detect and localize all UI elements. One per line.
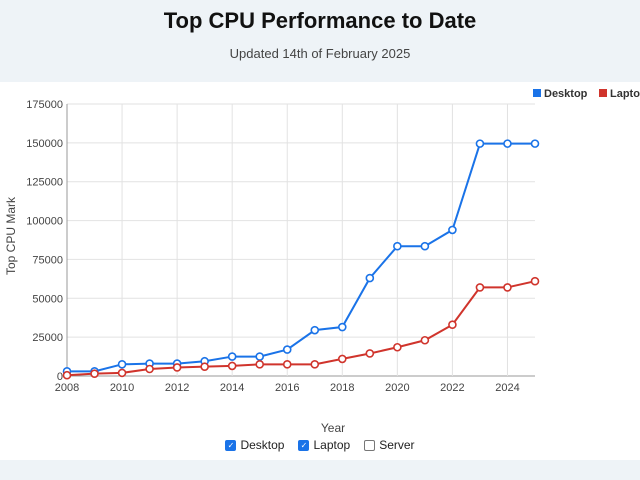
x-tick-label: 2010 [110, 382, 134, 394]
y-tick-label: 125000 [26, 177, 63, 189]
laptop-series-line [66, 280, 536, 377]
x-tick-label: 2016 [275, 382, 299, 394]
desktop-data-point[interactable] [282, 345, 292, 354]
y-tick-label: 75000 [32, 254, 63, 266]
desktop-data-point[interactable] [530, 139, 540, 148]
desktop-data-point[interactable] [503, 139, 512, 148]
page-title: Top CPU Performance to Date [163, 8, 477, 33]
desktop-data-point[interactable] [337, 322, 347, 332]
chart-legend[interactable]: Desktop Laptop [533, 88, 640, 100]
y-tick-label: 175000 [26, 99, 63, 111]
laptop-data-point[interactable] [393, 342, 402, 352]
x-axis-ticks: 2008 2010 2012 2014 2016 2018 2020 2022 2024 [55, 382, 520, 394]
y-tick-label: 50000 [32, 293, 63, 305]
laptop-data-point[interactable] [90, 369, 99, 378]
desktop-data-point[interactable] [227, 352, 237, 361]
y-tick-label: 100000 [26, 216, 63, 228]
desktop-data-point[interactable] [255, 352, 265, 361]
filter-desktop-label: Desktop [240, 438, 285, 452]
x-tick-label: 2022 [440, 382, 464, 394]
y-tick-label: 150000 [26, 138, 63, 150]
desktop-data-point[interactable] [475, 139, 485, 148]
page-subtitle: Updated 14th of February 2025 [229, 46, 411, 61]
desktop-legend-label[interactable]: Desktop [544, 88, 588, 100]
laptop-legend-label[interactable]: Laptop [610, 88, 640, 100]
chart-series [62, 139, 540, 380]
laptop-data-point[interactable] [62, 370, 72, 380]
desktop-data-point[interactable] [448, 225, 457, 235]
x-tick-label: 2024 [495, 382, 519, 394]
desktop-data-point[interactable] [393, 241, 402, 251]
y-tick-label: 0 [57, 371, 63, 383]
laptop-data-point[interactable] [337, 354, 347, 364]
filter-desktop[interactable]: ✓ Desktop [225, 438, 284, 452]
laptop-data-point[interactable] [282, 360, 292, 369]
filter-laptop[interactable]: ✓ Laptop [298, 438, 350, 452]
laptop-data-point[interactable] [475, 283, 485, 292]
laptop-data-point[interactable] [145, 364, 154, 374]
desktop-data-point[interactable] [117, 360, 127, 369]
filter-laptop-label: Laptop [313, 438, 351, 452]
y-axis-ticks: 0 25000 50000 75000 100000 125000 150000 175000 [26, 99, 63, 383]
desktop-data-point[interactable] [365, 273, 375, 283]
y-tick-label: 25000 [32, 332, 63, 344]
page-footer [0, 460, 640, 480]
laptop-legend-swatch[interactable] [599, 89, 607, 97]
series-filter-row: ✓ Desktop ✓ Laptop Server [0, 438, 640, 452]
x-tick-label: 2020 [385, 382, 409, 394]
x-axis-label: Year [321, 421, 345, 435]
chart-grid [66, 103, 535, 377]
desktop-series-line [67, 142, 535, 373]
laptop-data-point[interactable] [172, 363, 182, 372]
y-axis-label: Top CPU Mark [4, 196, 18, 275]
x-tick-label: 2014 [220, 382, 244, 394]
desktop-legend-swatch[interactable] [533, 89, 541, 97]
filter-server-label: Server [379, 438, 415, 452]
laptop-data-point[interactable] [420, 335, 430, 345]
laptop-data-point[interactable] [310, 360, 320, 369]
laptop-data-point[interactable] [200, 362, 209, 371]
laptop-data-point[interactable] [117, 368, 127, 378]
laptop-data-point[interactable] [503, 283, 512, 292]
checkbox-unchecked-icon[interactable] [364, 439, 376, 451]
x-tick-label: 2018 [330, 382, 354, 394]
filter-server[interactable]: Server [364, 438, 415, 452]
x-tick-label: 2012 [165, 382, 189, 394]
laptop-data-point[interactable] [448, 320, 457, 330]
checkbox-checked-icon[interactable]: ✓ [298, 439, 310, 451]
laptop-data-point[interactable] [365, 349, 375, 358]
laptop-data-point[interactable] [255, 360, 265, 369]
x-tick-label: 2008 [55, 382, 79, 394]
page-header: Top CPU Performance to Date Updated 14th… [0, 0, 640, 82]
desktop-data-point[interactable] [310, 325, 320, 335]
laptop-data-point[interactable] [530, 276, 540, 286]
checkbox-checked-icon[interactable]: ✓ [225, 439, 237, 451]
laptop-data-point[interactable] [227, 361, 237, 371]
desktop-data-point[interactable] [420, 241, 430, 251]
